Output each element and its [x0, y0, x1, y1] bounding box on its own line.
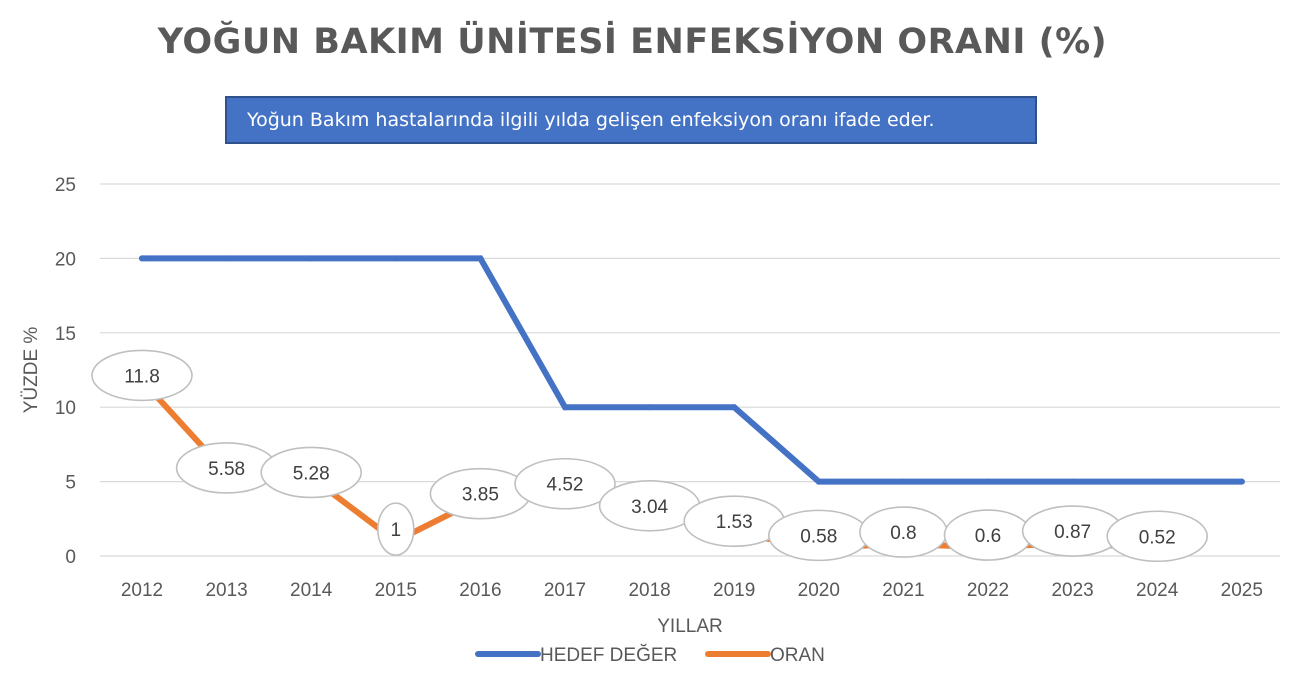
- x-tick-label: 2012: [121, 580, 163, 601]
- data-point: [1069, 478, 1076, 485]
- data-label: 5.28: [293, 463, 330, 484]
- x-tick-label: 2018: [628, 580, 670, 601]
- y-axis-ticks: 0 5 10 15 20 25: [55, 175, 76, 568]
- data-point: [900, 478, 907, 485]
- data-label: 3.04: [631, 497, 668, 518]
- x-tick-label: 2022: [967, 580, 1009, 601]
- data-label: 3.85: [462, 485, 499, 506]
- x-tick-label: 2019: [713, 580, 755, 601]
- data-point: [985, 478, 991, 485]
- data-label-bubble: [514, 457, 616, 510]
- legend-label-1: ORAN: [770, 645, 825, 666]
- x-tick-label: 2020: [798, 580, 840, 601]
- x-tick-label: 2016: [459, 580, 501, 601]
- data-point: [562, 404, 568, 411]
- chart-title: YOĞUN BAKIM ÜNİTESİ ENFEKSİYON ORANI (%): [157, 22, 1108, 62]
- data-label-bubble: [260, 446, 363, 499]
- data-label: 0.58: [800, 526, 837, 547]
- y-tick-label: 0: [65, 547, 76, 568]
- y-tick-label: 20: [55, 249, 76, 270]
- y-tick-label: 15: [55, 324, 76, 345]
- data-point: [1238, 478, 1245, 485]
- x-axis-ticks: 2012 2013 2014 2015 2016 2017 2018 2019 2020 2021…: [121, 580, 1263, 601]
- x-tick-label: 2021: [882, 580, 924, 601]
- data-point: [139, 255, 145, 262]
- x-tick-label: 2013: [205, 580, 247, 601]
- x-tick-label: 2015: [375, 580, 417, 601]
- data-label-bubble: [1106, 510, 1208, 563]
- data-label: 11.8: [124, 366, 160, 387]
- data-label: 5.58: [208, 459, 245, 480]
- data-label: 0.52: [1139, 527, 1176, 548]
- data-label: 0.6: [975, 526, 1001, 547]
- chart-subtitle-box: Yoğun Bakım hastalarında ilgili yılda ge…: [225, 96, 1037, 144]
- legend-label-0: HEDEF DEĞER: [540, 644, 677, 666]
- data-point: [731, 404, 738, 411]
- data-label: 0.87: [1054, 522, 1091, 543]
- y-axis-title: YÜZDE %: [21, 327, 42, 414]
- data-point: [223, 255, 230, 262]
- data-point: [477, 255, 484, 262]
- x-tick-label: 2014: [290, 580, 333, 601]
- x-tick-label: 2024: [1136, 580, 1179, 601]
- x-axis-title: YILLAR: [657, 616, 722, 637]
- x-tick-label: 2025: [1221, 580, 1263, 601]
- data-point: [308, 255, 315, 262]
- y-tick-label: 25: [55, 175, 76, 196]
- series-line-0: [139, 255, 1245, 485]
- data-label: 1: [391, 520, 402, 541]
- data-labels: 11.8 5.58 5.28 1 3.85 4.52 3.04 1.53 0.58 0.8 0.6 0…: [91, 349, 1208, 563]
- data-point: [815, 478, 822, 485]
- y-tick-label: 5: [65, 473, 76, 494]
- data-label: 4.52: [547, 475, 584, 496]
- data-label-bubble: [91, 349, 193, 402]
- legend: HEDEF DEĞER ORAN: [475, 644, 825, 666]
- data-label: 1.53: [716, 512, 753, 533]
- data-label-bubble: [376, 502, 415, 556]
- data-point: [646, 404, 653, 411]
- data-label: 0.8: [890, 523, 916, 544]
- x-tick-label: 2017: [544, 580, 586, 601]
- x-tick-label: 2023: [1051, 580, 1093, 601]
- y-tick-label: 10: [55, 398, 76, 419]
- data-point: [1154, 478, 1161, 485]
- data-point: [392, 255, 399, 262]
